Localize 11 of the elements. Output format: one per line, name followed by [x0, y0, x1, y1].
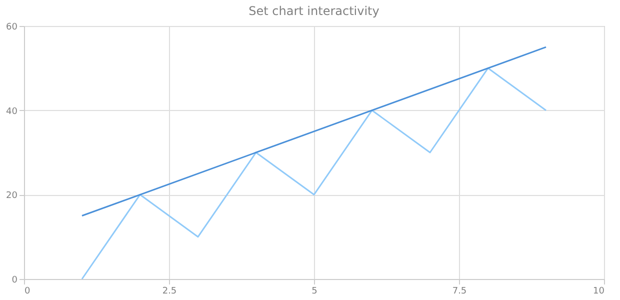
y-tick-label: 20 — [6, 191, 18, 202]
x-tick-label: 5 — [312, 286, 318, 296]
line-series — [81, 67, 547, 280]
y-tick-label: 40 — [6, 106, 18, 117]
chart-title: Set chart interactivity — [248, 4, 380, 18]
y-tick-label: 0 — [12, 276, 18, 286]
x-tick-label: 2.5 — [162, 286, 177, 296]
x-tick-label: 7.5 — [452, 286, 467, 296]
x-tick-label: 10 — [593, 286, 605, 296]
x-tick-label: 0 — [24, 286, 30, 296]
y-tick-label: 60 — [6, 22, 18, 32]
